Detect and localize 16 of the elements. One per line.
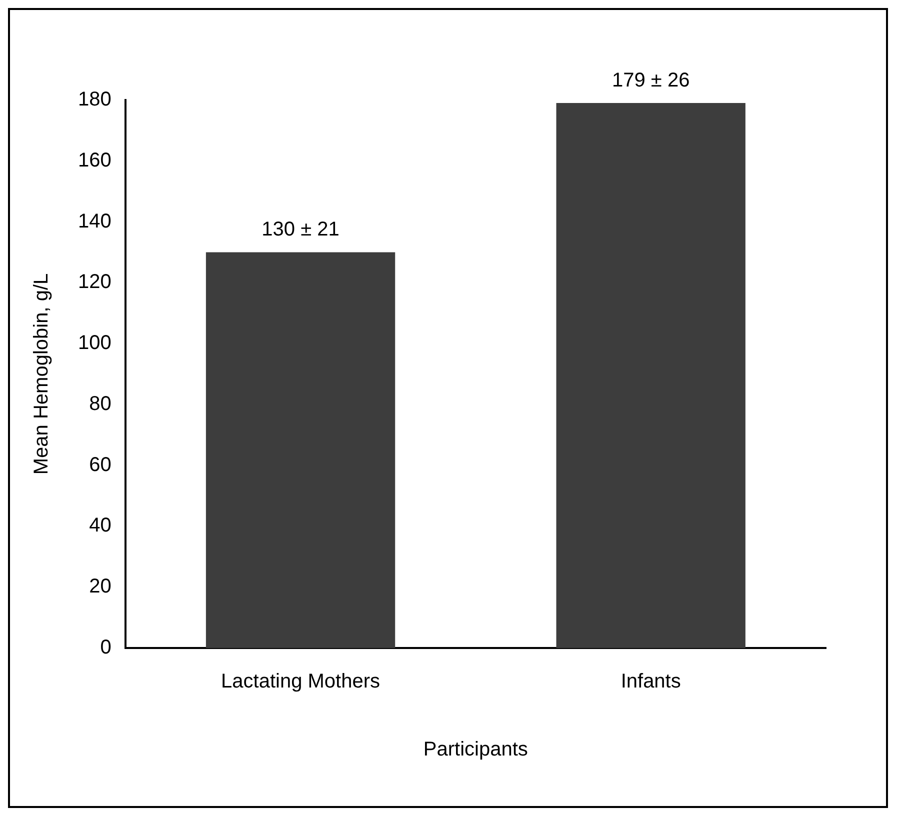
y-tick-label: 40 <box>89 514 112 537</box>
y-tick-label: 140 <box>78 210 112 232</box>
y-tick-label: 120 <box>78 271 112 294</box>
y-tick-label: 80 <box>89 392 112 415</box>
y-tick-label: 180 <box>78 88 112 111</box>
data-label: 130 ± 21 <box>262 218 340 241</box>
y-tick-label: 160 <box>78 149 112 172</box>
x-tick-label: Lactating Mothers <box>221 670 380 693</box>
y-tick-label: 0 <box>100 636 112 659</box>
y-tick-label: 60 <box>89 454 112 476</box>
x-axis-title: Participants <box>423 738 528 761</box>
y-tick-label: 100 <box>78 332 112 354</box>
y-axis-title: Mean Hemoglobin, g/L <box>30 273 53 475</box>
y-tick-label: 20 <box>89 576 112 598</box>
data-label: 179 ± 26 <box>612 70 690 92</box>
x-tick-label: Infants <box>620 670 681 693</box>
